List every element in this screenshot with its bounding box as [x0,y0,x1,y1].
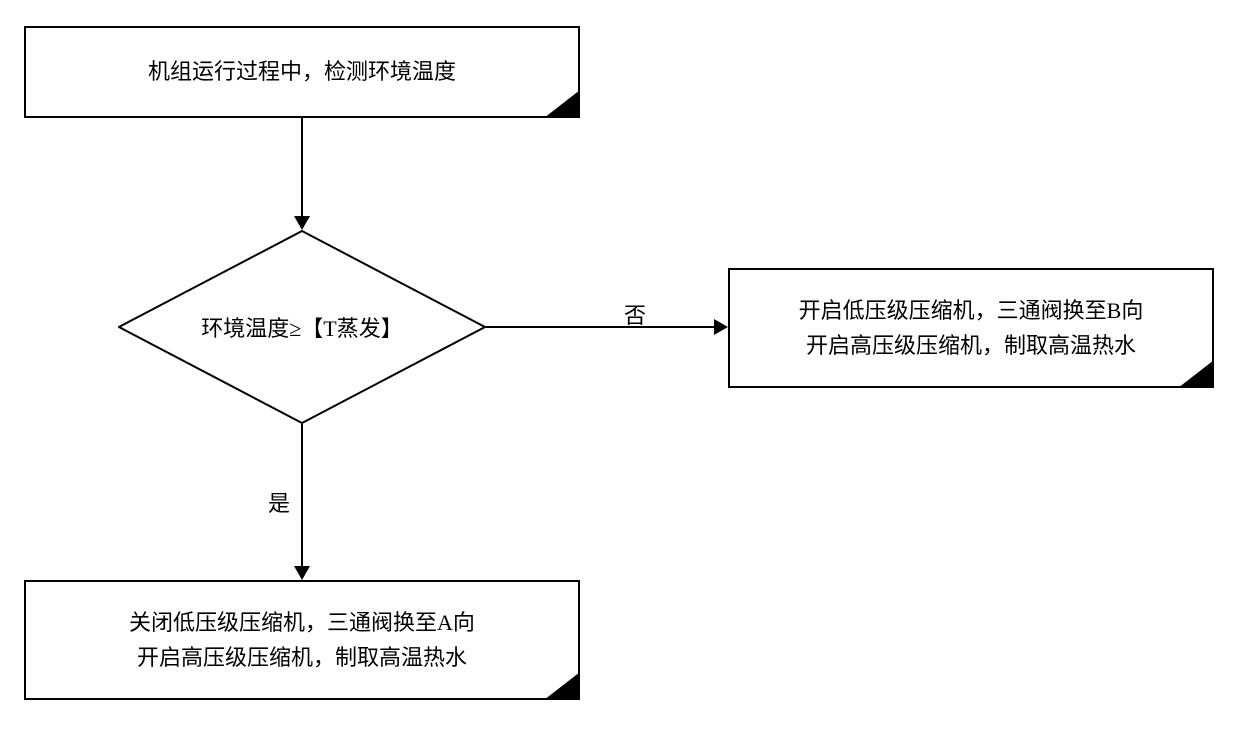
dogear-icon [544,672,580,700]
arrow-head-icon [714,319,728,335]
arrow-head-icon [294,566,310,580]
node-action-no: 开启低压级压缩机，三通阀换至B向 开启高压级压缩机，制取高温热水 [728,268,1214,388]
edge-decision-no [486,326,716,328]
node-start: 机组运行过程中，检测环境温度 [24,26,580,118]
dogear-icon [544,90,580,118]
edge-start-decision [301,118,303,218]
node-decision-text: 环境温度≥【T蒸发】 [201,311,403,343]
arrow-head-icon [294,216,310,230]
dogear-icon [1178,360,1214,388]
node-decision: 环境温度≥【T蒸发】 [118,230,486,424]
edge-label-yes: 是 [268,486,290,518]
node-action-yes-text: 关闭低压级压缩机，三通阀换至A向 开启高压级压缩机，制取高温热水 [129,605,475,675]
edge-decision-yes [301,424,303,568]
node-start-text: 机组运行过程中，检测环境温度 [148,54,456,89]
edge-label-no: 否 [624,298,646,330]
node-action-no-text: 开启低压级压缩机，三通阀换至B向 开启高压级压缩机，制取高温热水 [799,293,1144,363]
node-action-yes: 关闭低压级压缩机，三通阀换至A向 开启高压级压缩机，制取高温热水 [24,580,580,700]
